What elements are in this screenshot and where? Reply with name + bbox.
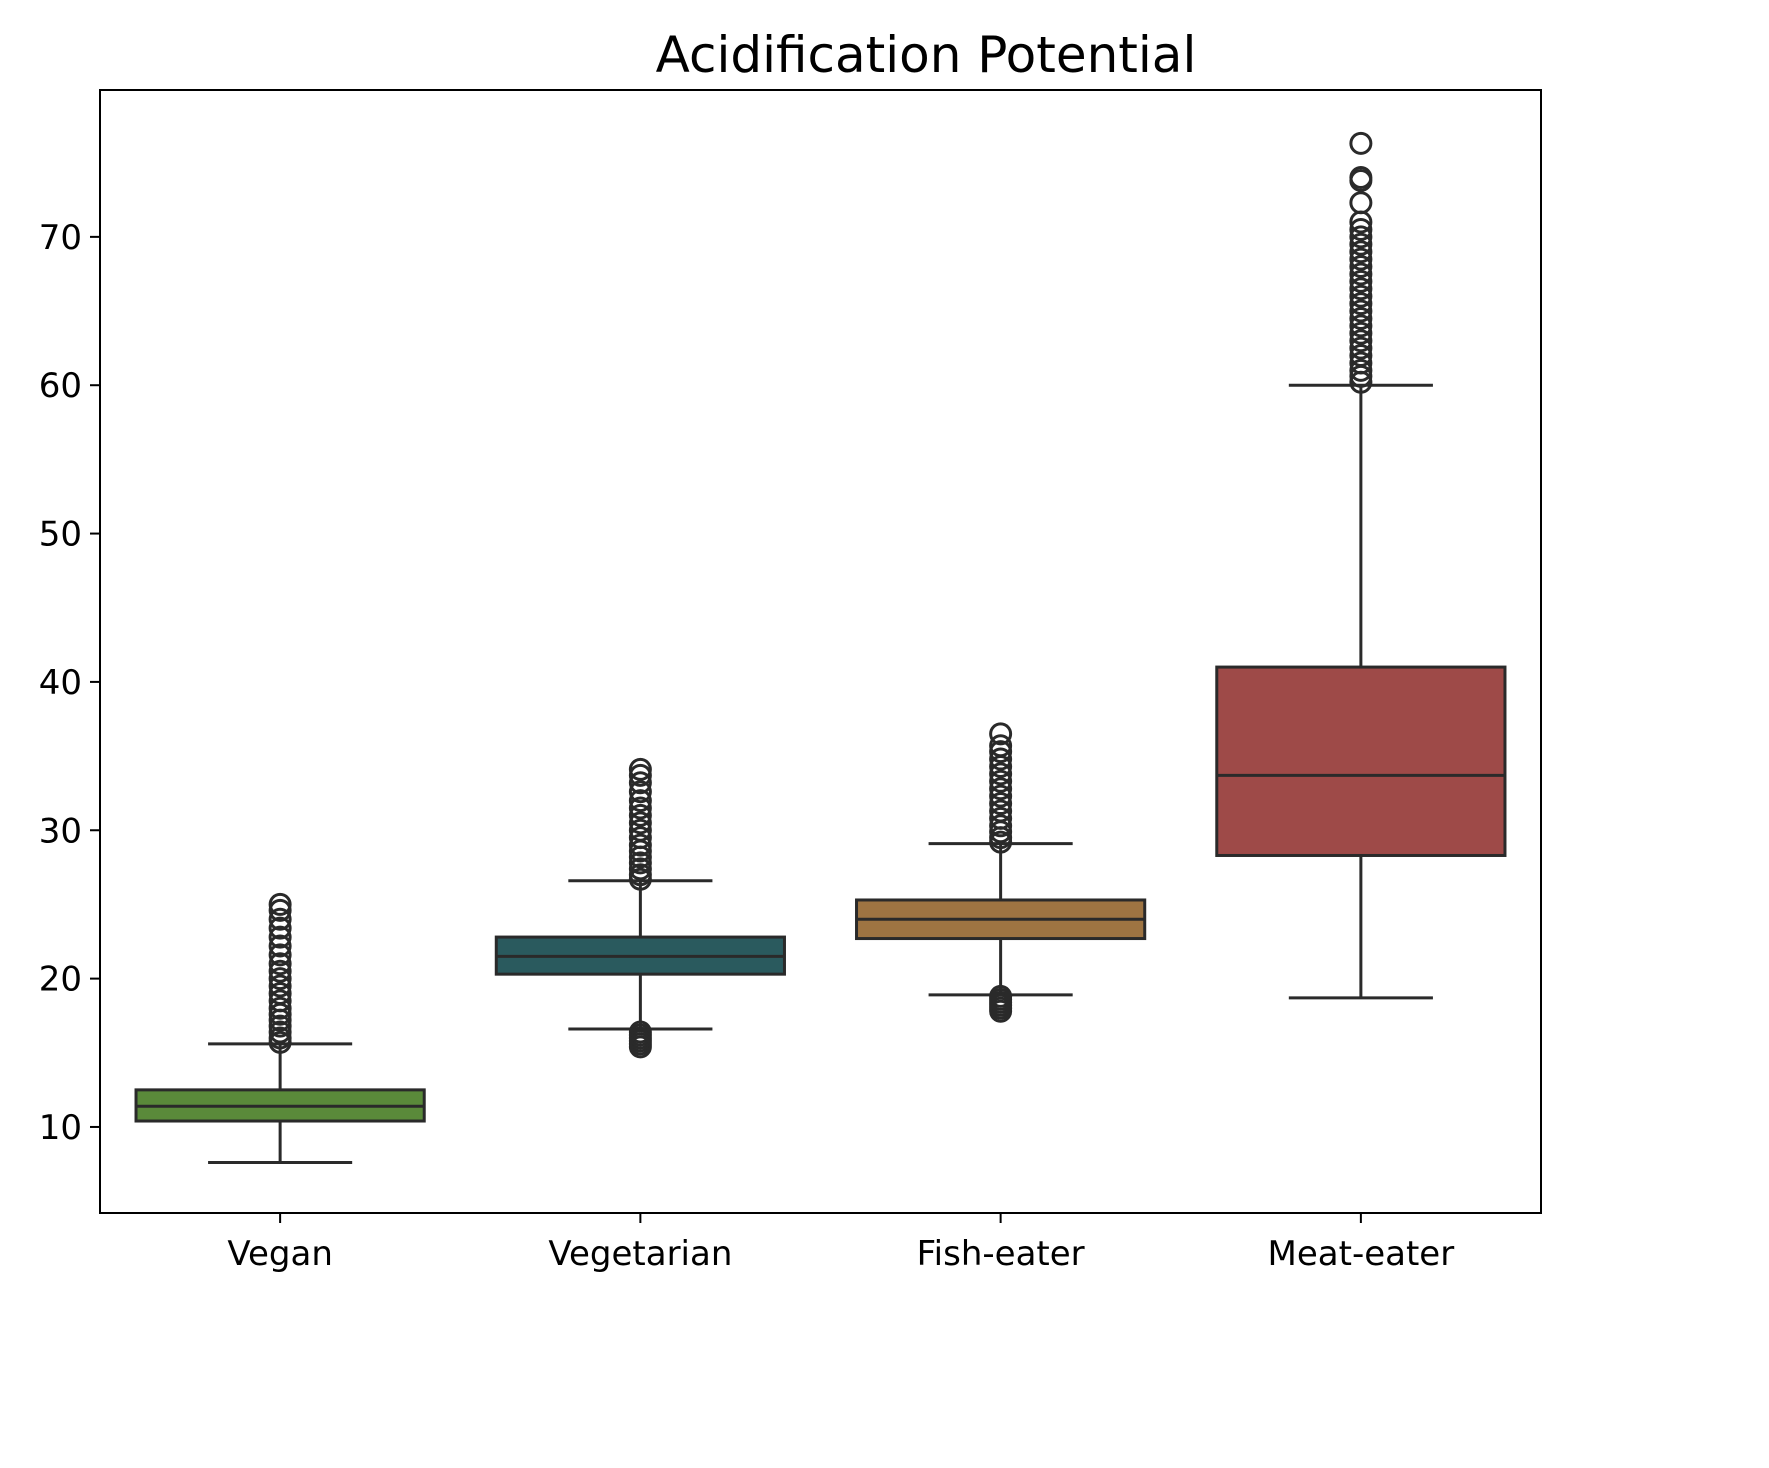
outlier-point: [268, 943, 292, 967]
y-tick-label: 60: [39, 366, 82, 406]
outlier-point: [1349, 240, 1373, 264]
outlier-point: [1349, 269, 1373, 293]
outlier-point: [628, 796, 652, 820]
outlier-point: [628, 763, 652, 787]
outlier-point: [628, 857, 652, 881]
outlier-point: [628, 826, 652, 850]
outlier-point: [628, 757, 652, 781]
outlier-point: [1349, 247, 1373, 271]
outlier-point: [989, 734, 1013, 758]
outlier-point: [989, 784, 1013, 808]
y-tick-label: 10: [39, 1108, 82, 1148]
outlier-point: [268, 892, 292, 916]
outlier-point: [989, 814, 1013, 838]
outlier-point: [268, 934, 292, 958]
outlier-point: [989, 762, 1013, 786]
outlier-point: [989, 777, 1013, 801]
outlier-point: [1349, 344, 1373, 368]
outlier-point: [1349, 292, 1373, 316]
outlier-point: [268, 981, 292, 1005]
outlier-point: [628, 833, 652, 857]
outlier-point: [628, 818, 652, 842]
y-tick-label: 20: [39, 960, 82, 1000]
outlier-point: [268, 898, 292, 922]
outlier-point: [268, 974, 292, 998]
outlier-point: [1349, 321, 1373, 345]
outlier-point: [268, 952, 292, 976]
outlier-point: [268, 967, 292, 991]
outlier-point: [989, 999, 1013, 1023]
outlier-point: [1349, 131, 1373, 155]
outlier-point: [1349, 277, 1373, 301]
plot-area: 10 20 30 40 50 60 70 Vegan Vegetarian Fish-eater M…: [39, 89, 1542, 1274]
outlier-point: [268, 925, 292, 949]
x-tick-label: Vegan: [227, 1234, 333, 1274]
outlier-point: [268, 1014, 292, 1038]
outlier-point: [628, 811, 652, 835]
outlier-point: [1349, 191, 1373, 215]
box-group-fish-eater: [855, 722, 1147, 1023]
box-group-meat-eater: [1215, 131, 1507, 1000]
outlier-point: [628, 851, 652, 875]
y-tick-label: 40: [39, 663, 82, 703]
outlier-point: [628, 771, 652, 795]
x-tick-label: Meat-eater: [1268, 1234, 1455, 1274]
x-tick-label: Fish-eater: [917, 1234, 1085, 1274]
outlier-point: [268, 1026, 292, 1050]
outlier-point: [628, 789, 652, 813]
outlier-point: [1349, 255, 1373, 279]
outlier-point: [1349, 351, 1373, 375]
outlier-point: [1349, 306, 1373, 330]
outlier-point: [268, 916, 292, 940]
outlier-point: [1349, 217, 1373, 241]
outlier-point: [989, 806, 1013, 830]
chart-title: Acidification Potential: [656, 26, 1197, 84]
outlier-point: [989, 747, 1013, 771]
outlier-point: [1349, 225, 1373, 249]
box-iqr: [1215, 665, 1507, 857]
outlier-point: [1349, 314, 1373, 338]
outlier-point: [1349, 232, 1373, 256]
plot-frame: [99, 89, 1542, 1214]
outlier-point: [989, 799, 1013, 823]
x-tick-label: Vegetarian: [548, 1234, 732, 1274]
outlier-point: [268, 1020, 292, 1044]
outlier-point: [628, 1035, 652, 1059]
outlier-point: [989, 769, 1013, 793]
outlier-point: [1349, 299, 1373, 323]
outlier-point: [1349, 284, 1373, 308]
box-group-vegetarian: [494, 757, 786, 1059]
outlier-point: [628, 803, 652, 827]
outlier-point: [268, 907, 292, 931]
y-tick-label: 70: [39, 218, 82, 258]
outlier-point: [989, 792, 1013, 816]
box-group-vegan: [134, 892, 426, 1165]
outlier-point: [1349, 358, 1373, 382]
outlier-point: [989, 722, 1013, 746]
outlier-point: [628, 780, 652, 804]
outlier-point: [1349, 336, 1373, 360]
outlier-point: [1349, 329, 1373, 353]
outlier-point: [989, 740, 1013, 764]
outlier-point: [268, 996, 292, 1020]
outlier-point: [628, 863, 652, 887]
outlier-point: [268, 959, 292, 983]
outlier-point: [1349, 166, 1373, 190]
outlier-point: [1349, 262, 1373, 286]
y-tick-label: 50: [39, 515, 82, 555]
y-tick-label: 30: [39, 811, 82, 851]
outlier-point: [268, 989, 292, 1013]
